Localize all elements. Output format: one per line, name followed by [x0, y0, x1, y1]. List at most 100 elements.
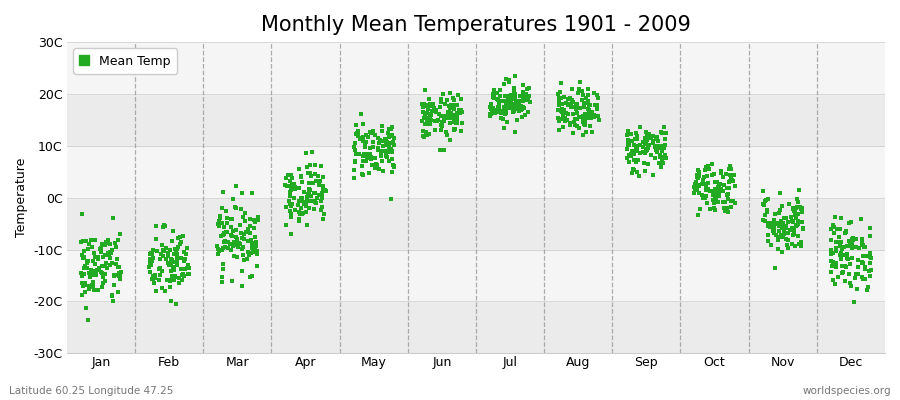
Point: [75, 252, 89, 259]
Point: [224, 216, 238, 222]
Point: [176, 277, 190, 283]
Point: [440, 114, 454, 121]
Point: [112, 264, 126, 271]
Point: [691, 183, 706, 189]
Point: [582, 122, 597, 129]
Point: [636, 139, 651, 146]
Point: [506, 103, 520, 110]
Point: [837, 244, 851, 250]
Point: [288, 184, 302, 191]
Point: [378, 138, 392, 144]
Point: [516, 88, 530, 95]
Point: [370, 162, 384, 169]
Point: [224, 247, 238, 254]
Point: [213, 214, 228, 221]
Point: [291, 201, 305, 208]
Point: [842, 280, 857, 286]
Point: [433, 104, 447, 110]
Point: [112, 273, 127, 279]
Point: [434, 127, 448, 133]
Point: [302, 204, 316, 211]
Point: [283, 208, 297, 215]
Point: [719, 192, 733, 198]
Point: [303, 173, 318, 179]
Point: [78, 280, 93, 286]
Point: [220, 220, 234, 226]
Point: [175, 277, 189, 283]
Point: [226, 196, 240, 203]
Point: [180, 265, 194, 271]
Point: [843, 219, 858, 225]
Point: [654, 146, 669, 152]
Point: [557, 106, 572, 113]
Point: [553, 95, 567, 101]
Point: [633, 142, 647, 148]
Point: [503, 105, 517, 112]
Point: [515, 114, 529, 120]
Point: [619, 155, 634, 161]
Point: [577, 120, 591, 127]
Point: [698, 167, 712, 174]
Point: [499, 106, 513, 112]
Point: [248, 240, 263, 247]
Point: [622, 158, 636, 165]
Point: [241, 249, 256, 256]
Point: [109, 244, 123, 250]
Point: [795, 219, 809, 226]
Point: [145, 250, 159, 257]
Point: [757, 202, 771, 208]
Point: [383, 140, 398, 147]
Point: [825, 277, 840, 284]
Point: [430, 117, 445, 124]
Point: [862, 250, 877, 256]
Point: [154, 250, 168, 257]
Point: [767, 224, 781, 230]
Point: [629, 148, 643, 154]
Point: [377, 137, 392, 144]
Point: [620, 146, 634, 152]
Point: [143, 249, 157, 256]
Point: [789, 215, 804, 221]
Point: [590, 91, 604, 98]
Point: [94, 241, 109, 247]
Point: [302, 188, 316, 194]
Point: [554, 115, 568, 122]
Point: [493, 92, 508, 99]
Point: [296, 200, 310, 207]
Point: [630, 143, 644, 149]
Point: [228, 241, 242, 248]
Point: [709, 196, 724, 202]
Point: [579, 129, 593, 135]
Point: [590, 95, 605, 101]
Point: [446, 118, 461, 125]
Point: [706, 197, 721, 203]
Point: [424, 112, 438, 118]
Point: [162, 262, 176, 269]
Point: [483, 106, 498, 112]
Point: [844, 245, 859, 252]
Point: [570, 123, 584, 129]
Point: [688, 184, 702, 191]
Point: [723, 172, 737, 178]
Point: [182, 264, 196, 271]
Point: [236, 244, 250, 251]
Point: [504, 98, 518, 105]
Point: [211, 221, 225, 227]
Point: [292, 218, 306, 224]
Point: [587, 90, 601, 96]
Point: [439, 97, 454, 103]
Point: [373, 137, 387, 143]
Point: [649, 136, 663, 142]
Point: [94, 270, 109, 276]
Point: [711, 199, 725, 205]
Point: [640, 137, 654, 144]
Point: [374, 153, 389, 159]
Point: [519, 93, 534, 100]
Point: [80, 258, 94, 265]
Point: [653, 163, 668, 170]
Point: [364, 150, 378, 157]
Point: [424, 110, 438, 117]
Point: [824, 226, 838, 232]
Point: [446, 97, 461, 104]
Point: [839, 264, 853, 270]
